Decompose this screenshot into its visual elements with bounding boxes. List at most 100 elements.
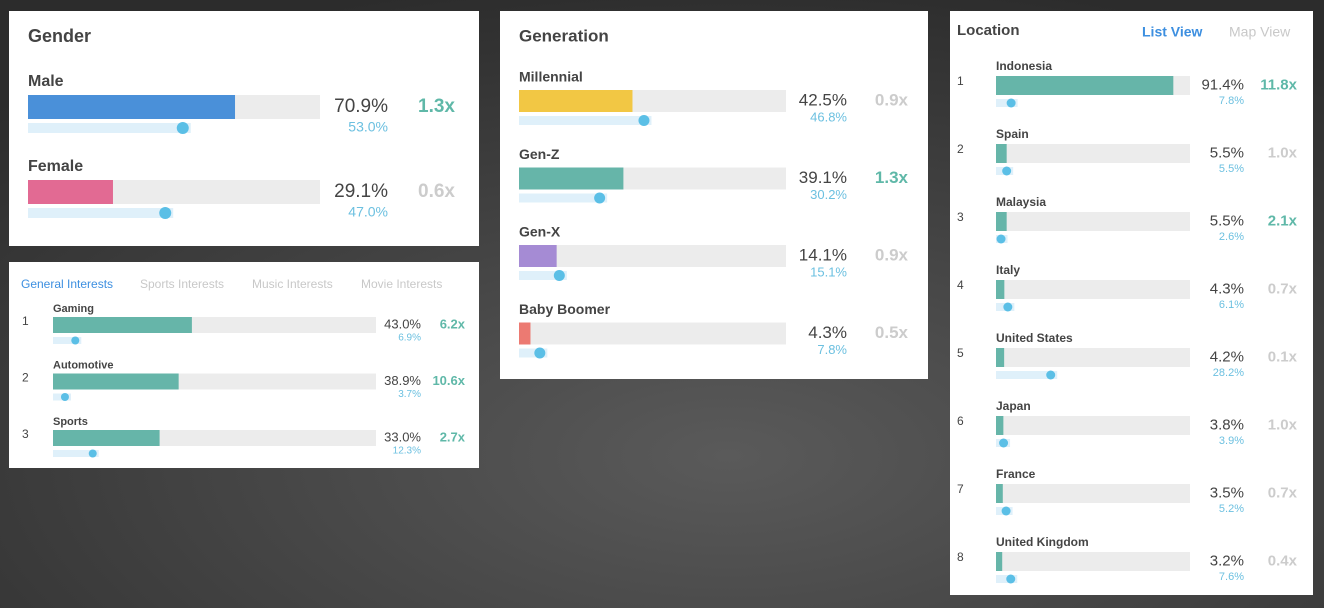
rank: 3 [957,210,964,224]
tab[interactable]: General Interests [21,277,113,291]
share-value: 3.5% [1210,484,1244,501]
row-label: Gaming [53,303,94,315]
index-value: 0.6x [418,181,455,202]
row-label: Male [28,73,64,90]
index-value: 1.3x [418,96,455,117]
share-value: 29.1% [334,181,388,202]
tab[interactable]: Movie Interests [361,277,442,291]
baseline-dot [553,270,565,281]
baseline-dot [1006,98,1016,108]
tab[interactable]: Sports Interests [140,277,224,291]
baseline-track [519,193,608,203]
view-toggle[interactable]: List View [1142,24,1203,40]
share-value: 4.2% [1210,348,1244,365]
baseline-dot [71,336,80,345]
rank: 3 [22,427,29,441]
index-value: 6.2x [440,316,466,331]
baseline-track [519,271,567,280]
baseline-dot [1001,506,1011,516]
rank: 2 [957,142,964,156]
index-value: 2.1x [1268,212,1298,229]
share-value: 5.5% [1210,212,1244,229]
row-label: Malaysia [996,195,1046,209]
share-bar [28,180,113,204]
bar-track [519,245,786,267]
share-bar [996,280,1005,299]
index-value: 1.0x [1268,416,1298,433]
share-bar [996,552,1003,571]
share-value: 42.5% [799,90,847,109]
baseline-value: 5.5% [1219,163,1244,175]
baseline-value: 30.2% [810,187,847,202]
baseline-track [28,208,174,218]
index-value: 0.1x [1268,348,1298,365]
share-bar [996,76,1174,95]
panel-title: Generation [519,26,609,45]
baseline-track [996,371,1058,379]
row-label: United States [996,331,1073,345]
baseline-value: 5.2% [1219,503,1244,515]
rank: 7 [957,482,964,496]
rank: 6 [957,414,964,428]
baseline-value: 7.8% [817,342,847,357]
index-value: 0.4x [1268,552,1298,569]
tab[interactable]: Music Interests [252,277,333,291]
index-value: 1.0x [1268,144,1298,161]
rank: 2 [22,371,29,385]
baseline-value: 7.6% [1219,571,1244,583]
share-bar [996,348,1005,367]
share-value: 39.1% [799,168,847,187]
share-value: 4.3% [1210,280,1244,297]
index-value: 10.6x [432,373,465,388]
baseline-track [519,348,548,358]
row-label: Gen-Z [519,146,560,162]
baseline-value: 3.7% [398,389,421,400]
baseline-dot [1046,370,1056,380]
rank: 1 [957,74,964,88]
share-value: 38.9% [384,373,421,388]
share-bar [53,317,192,333]
bar-track [996,348,1190,367]
baseline-value: 7.8% [1219,95,1244,107]
panel-title: Location [957,22,1020,39]
baseline-dot [638,115,650,126]
baseline-track [28,123,191,133]
share-bar [519,90,633,112]
baseline-dot [1003,302,1013,312]
row-label: Female [28,158,83,175]
index-value: 0.9x [875,90,909,109]
baseline-track [53,337,82,344]
baseline-dot [996,234,1006,244]
baseline-track [53,450,99,457]
baseline-value: 15.1% [810,264,847,279]
row-label: Italy [996,263,1020,277]
rank: 4 [957,278,964,292]
baseline-dot [88,449,97,458]
baseline-track [519,116,652,125]
view-toggle[interactable]: Map View [1229,24,1291,40]
baseline-dot [1006,574,1016,584]
share-bar [53,430,160,446]
baseline-dot [60,393,69,401]
share-bar [53,373,179,390]
share-bar [519,245,557,267]
share-value: 4.3% [808,323,847,342]
row-label: Millennial [519,69,583,85]
bar-track [519,322,786,345]
share-value: 3.8% [1210,416,1244,433]
index-value: 11.8x [1260,76,1297,93]
share-bar [996,416,1004,435]
row-label: Automotive [53,359,114,371]
share-value: 5.5% [1210,144,1244,161]
bar-track [996,552,1190,571]
index-value: 1.3x [875,168,909,187]
row-label: France [996,467,1036,481]
share-bar [996,484,1003,503]
index-value: 0.5x [875,323,909,342]
baseline-value: 12.3% [393,446,421,457]
share-bar [996,212,1007,231]
baseline-value: 28.2% [1213,367,1244,379]
row-label: Baby Boomer [519,301,611,317]
index-value: 0.9x [875,245,909,264]
